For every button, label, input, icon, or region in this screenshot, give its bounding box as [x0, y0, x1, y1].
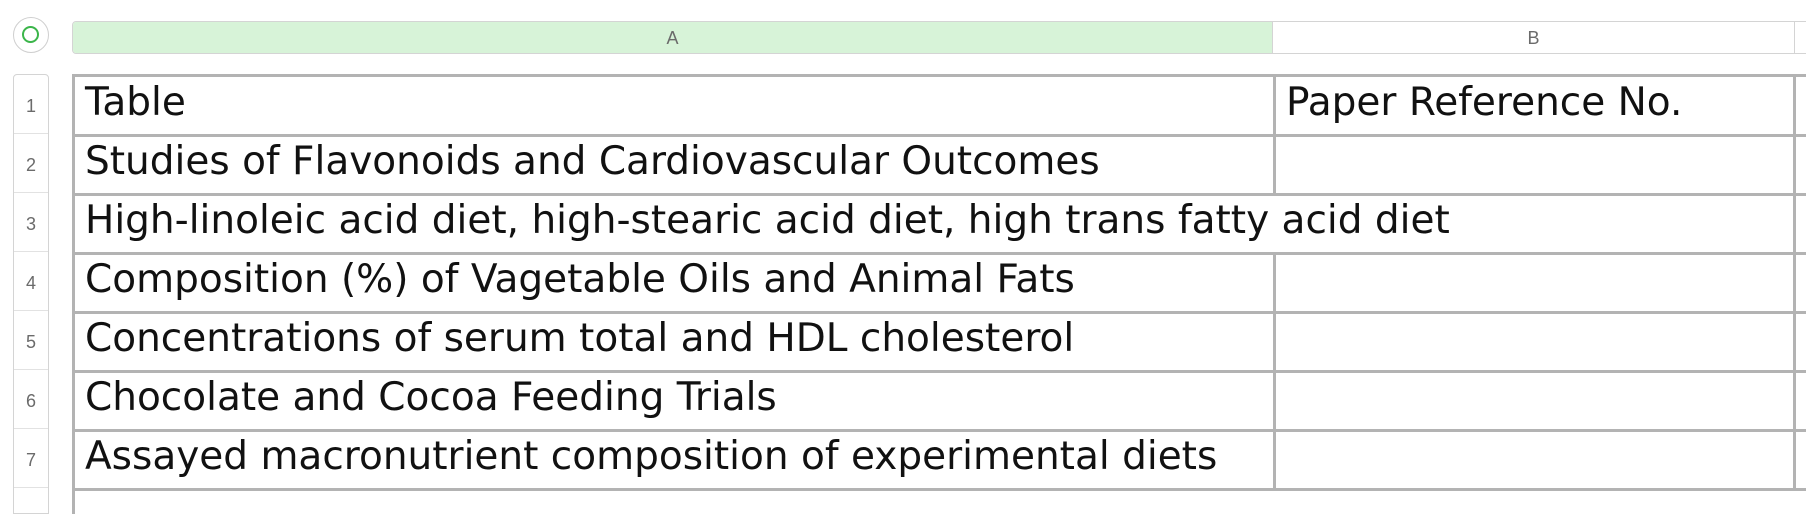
cell-a4[interactable]: Composition (%) of Vagetable Oils and An…: [75, 254, 1276, 311]
row-header-column: 1 2 3 4 5 6 7: [13, 74, 49, 514]
row-header-7[interactable]: 7: [14, 429, 48, 488]
table-row: Assayed macronutrient composition of exp…: [75, 431, 1806, 491]
row-header-5[interactable]: 5: [14, 311, 48, 370]
cell-b1[interactable]: Paper Reference No.: [1276, 77, 1796, 134]
circle-icon: [22, 26, 39, 43]
row-header-6[interactable]: 6: [14, 370, 48, 429]
table-row: Studies of Flavonoids and Cardiovascular…: [75, 136, 1806, 196]
cell-a1[interactable]: Table: [75, 77, 1276, 134]
cell-b3[interactable]: [1276, 195, 1796, 252]
cell-b2[interactable]: [1276, 136, 1796, 193]
cell-b5[interactable]: [1276, 313, 1796, 370]
cell-b7[interactable]: [1276, 431, 1796, 488]
column-header-b[interactable]: B: [1273, 22, 1795, 53]
column-header-bar: A B: [72, 21, 1806, 54]
table-row: High-linoleic acid diet, high-stearic ac…: [75, 195, 1806, 255]
cell-a7[interactable]: Assayed macronutrient composition of exp…: [75, 431, 1276, 488]
cell-a2[interactable]: Studies of Flavonoids and Cardiovascular…: [75, 136, 1276, 193]
column-header-a[interactable]: A: [73, 22, 1273, 53]
row-header-3[interactable]: 3: [14, 193, 48, 252]
cell-b4[interactable]: [1276, 254, 1796, 311]
row-header-4[interactable]: 4: [14, 252, 48, 311]
table-row: Chocolate and Cocoa Feeding Trials: [75, 372, 1806, 432]
table-row: Concentrations of serum total and HDL ch…: [75, 313, 1806, 373]
table-row: Composition (%) of Vagetable Oils and An…: [75, 254, 1806, 314]
cell-a6[interactable]: Chocolate and Cocoa Feeding Trials: [75, 372, 1276, 429]
spreadsheet-grid: Table Paper Reference No. Studies of Fla…: [72, 74, 1806, 514]
row-header-2[interactable]: 2: [14, 134, 48, 193]
row-header-1[interactable]: 1: [14, 75, 48, 134]
cell-a3[interactable]: High-linoleic acid diet, high-stearic ac…: [85, 198, 1450, 243]
select-all-button[interactable]: [13, 17, 49, 53]
cell-b6[interactable]: [1276, 372, 1796, 429]
cell-a5[interactable]: Concentrations of serum total and HDL ch…: [75, 313, 1276, 370]
table-row: Table Paper Reference No.: [75, 77, 1806, 137]
